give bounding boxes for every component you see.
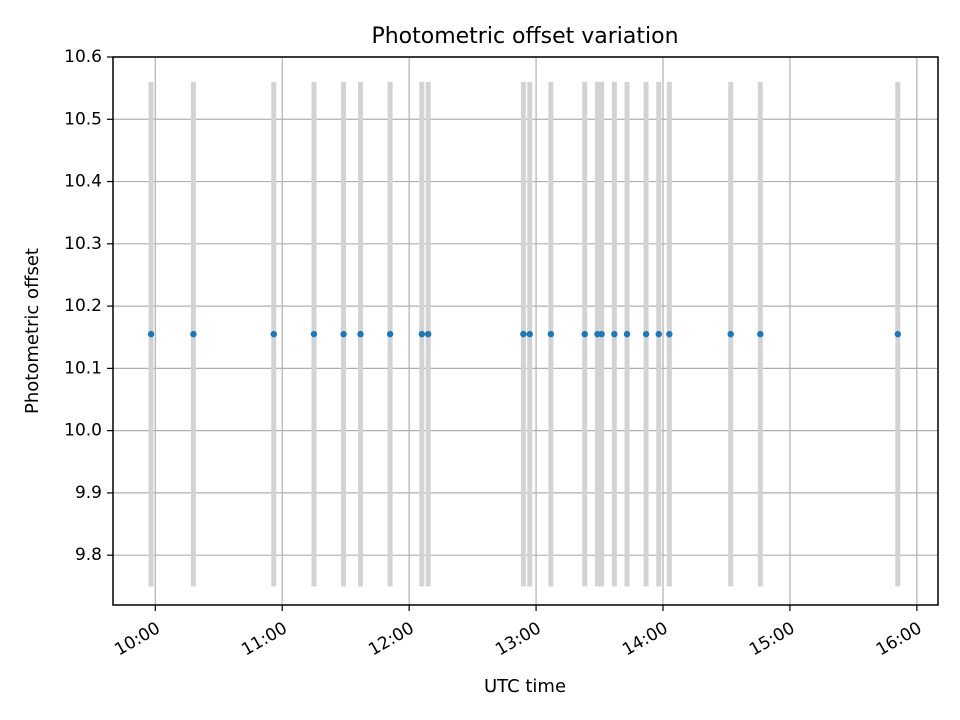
data-point bbox=[727, 330, 734, 338]
data-point bbox=[655, 330, 662, 338]
data-point bbox=[310, 330, 318, 338]
data-point bbox=[611, 330, 618, 338]
y-tick-label: 10.0 bbox=[64, 421, 102, 441]
plot-frame bbox=[112, 56, 939, 606]
y-tick-label: 9.8 bbox=[75, 545, 102, 565]
data-point bbox=[424, 330, 432, 338]
y-tick-label: 10.3 bbox=[64, 234, 102, 254]
y-tick-label: 10.6 bbox=[64, 47, 102, 67]
data-point bbox=[418, 330, 426, 338]
data-point bbox=[581, 330, 588, 338]
chart-title: Photometric offset variation bbox=[371, 24, 678, 49]
data-point bbox=[270, 330, 277, 338]
data-point bbox=[520, 330, 527, 338]
data-point bbox=[147, 330, 155, 338]
data-point bbox=[642, 330, 650, 338]
data-point bbox=[386, 330, 394, 338]
data-point bbox=[623, 330, 631, 338]
data-point bbox=[598, 330, 605, 338]
data-point bbox=[190, 330, 197, 338]
y-tick-label: 10.4 bbox=[64, 172, 102, 192]
data-point bbox=[340, 330, 347, 338]
x-axis-label: UTC time bbox=[484, 676, 566, 697]
y-axis-label: Photometric offset bbox=[22, 248, 43, 414]
y-tick-label: 10.1 bbox=[64, 358, 102, 378]
y-tick-label: 10.2 bbox=[64, 296, 102, 316]
data-point bbox=[357, 330, 364, 338]
data-point bbox=[757, 330, 764, 338]
y-tick-label: 10.5 bbox=[64, 109, 102, 129]
data-point bbox=[666, 330, 673, 338]
data-point bbox=[526, 330, 533, 338]
y-tick-label: 9.9 bbox=[75, 483, 102, 503]
data-point bbox=[547, 330, 555, 338]
data-points bbox=[147, 330, 902, 338]
data-point bbox=[894, 330, 902, 338]
